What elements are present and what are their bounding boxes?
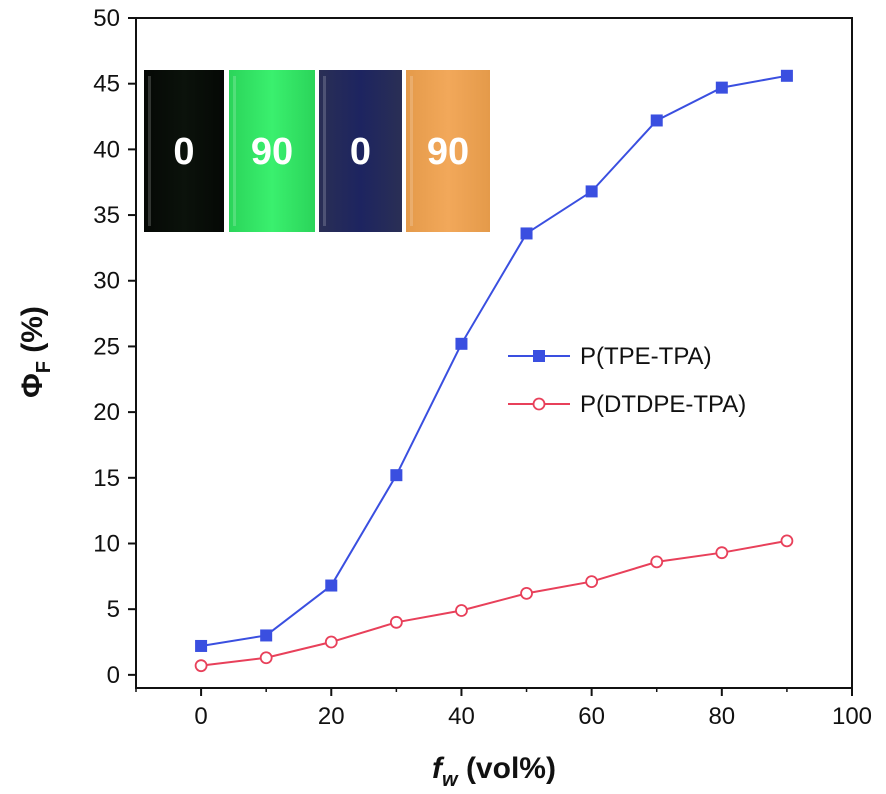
x-tick-label: 0 bbox=[194, 703, 207, 730]
vial-highlight bbox=[323, 76, 326, 226]
y-tick-label: 0 bbox=[107, 662, 120, 689]
y-tick-label: 45 bbox=[93, 71, 120, 98]
y-tick-label: 15 bbox=[93, 465, 120, 492]
plot-frame bbox=[135, 17, 853, 689]
inset-vial-photos: 0 90 0 90 bbox=[144, 70, 490, 232]
vial-panel bbox=[319, 70, 402, 232]
y-tick-label: 30 bbox=[93, 268, 120, 295]
data-point bbox=[324, 635, 338, 649]
data-point bbox=[455, 604, 468, 617]
series-layer bbox=[194, 69, 794, 673]
data-point bbox=[325, 579, 338, 592]
data-point bbox=[650, 114, 663, 127]
x-tick-label: 80 bbox=[708, 703, 735, 730]
y-tick-label: 50 bbox=[93, 5, 120, 32]
vial-highlight bbox=[233, 76, 236, 226]
data-point bbox=[520, 587, 533, 600]
legend-label: P(DTDPE-TPA) bbox=[580, 391, 746, 418]
x-tick-label: 20 bbox=[318, 703, 345, 730]
y-tick-label: 35 bbox=[93, 202, 120, 229]
legend-marker bbox=[533, 350, 545, 362]
data-point bbox=[194, 659, 208, 673]
vial-label: 90 bbox=[427, 131, 469, 173]
x-tick-label: 60 bbox=[578, 703, 605, 730]
data-point bbox=[260, 629, 273, 642]
vial-label: 0 bbox=[350, 131, 371, 173]
vial-panel bbox=[406, 70, 490, 232]
data-point bbox=[259, 651, 273, 665]
data-point bbox=[650, 555, 664, 569]
series-line-0 bbox=[200, 74, 788, 647]
axes: 0 20 40 60 80 100 0 5 10 15 20 25 30 35 40 45 50 bbox=[93, 5, 872, 730]
y-axis-title: ΦF (%) bbox=[16, 306, 55, 398]
data-point bbox=[455, 337, 468, 350]
x-tick-label: 100 bbox=[832, 703, 872, 730]
axis-titles: fw (vol%) ΦF (%) bbox=[16, 306, 556, 791]
y-tick-label: 25 bbox=[93, 333, 120, 360]
vial-highlight bbox=[410, 76, 413, 226]
vial-label: 0 bbox=[173, 131, 194, 173]
vial-label: 90 bbox=[251, 131, 293, 173]
data-point bbox=[715, 81, 728, 94]
legend-marker bbox=[532, 397, 546, 411]
data-point bbox=[780, 534, 794, 548]
data-point bbox=[389, 615, 403, 629]
vial-divider bbox=[224, 70, 229, 232]
data-point bbox=[585, 575, 599, 588]
vial-divider bbox=[315, 70, 319, 232]
legend: P(TPE-TPA) P(DTDPE-TPA) bbox=[508, 343, 746, 418]
y-tick-label: 40 bbox=[93, 136, 120, 163]
vial-panel bbox=[229, 70, 315, 232]
legend-label: P(TPE-TPA) bbox=[580, 343, 712, 370]
y-tick-label: 5 bbox=[107, 596, 120, 623]
y-tick-label: 20 bbox=[93, 399, 120, 426]
data-point bbox=[520, 227, 533, 240]
vial-highlight bbox=[148, 76, 151, 226]
data-point bbox=[780, 69, 793, 82]
data-point bbox=[390, 469, 403, 482]
data-point bbox=[585, 185, 598, 198]
series-line-1 bbox=[200, 539, 788, 667]
vial-panel bbox=[144, 70, 224, 232]
x-tick-label: 40 bbox=[448, 703, 475, 730]
x-axis-title: fw (vol%) bbox=[432, 752, 556, 791]
y-tick-label: 10 bbox=[93, 530, 120, 557]
data-point bbox=[715, 546, 729, 560]
data-point bbox=[195, 639, 208, 652]
